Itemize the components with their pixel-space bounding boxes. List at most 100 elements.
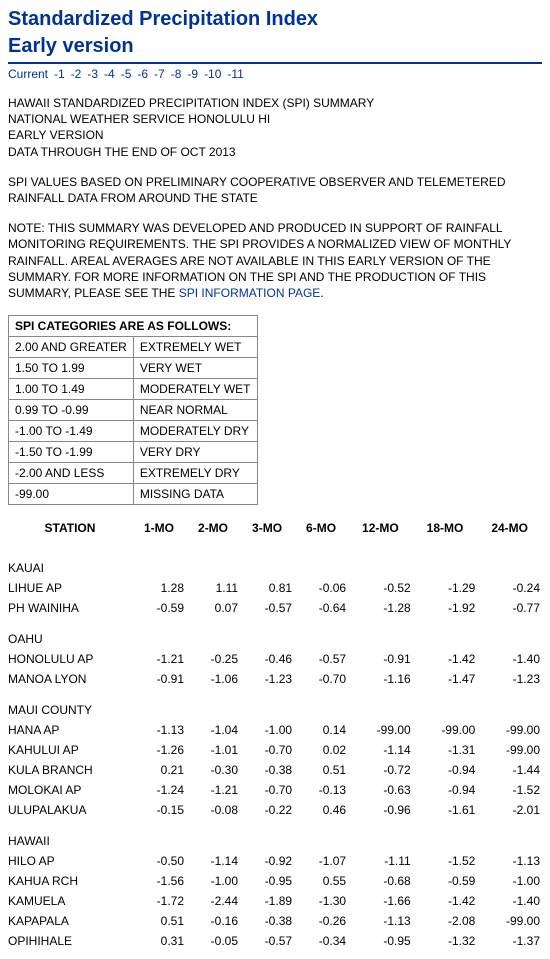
nav-link[interactable]: Current — [8, 67, 48, 81]
station-name: KAHUA RCH — [8, 871, 132, 891]
region-name: MAUI COUNTY — [8, 689, 542, 720]
station-name: HONOLULU AP — [8, 649, 132, 669]
spi-value: -1.92 — [413, 598, 478, 618]
header-line: EARLY VERSION — [8, 127, 542, 143]
spi-info-link[interactable]: SPI INFORMATION PAGE — [179, 286, 321, 300]
region-name: HAWAII — [8, 820, 542, 851]
station-name: PH WAINIHA — [8, 598, 132, 618]
nav-link[interactable]: -9 — [187, 67, 198, 81]
spi-value: -0.06 — [294, 578, 348, 598]
spi-value: -0.57 — [240, 598, 294, 618]
spi-value: -1.56 — [132, 871, 186, 891]
spi-value: -99.00 — [348, 720, 413, 740]
spi-value: -1.07 — [294, 851, 348, 871]
spi-value: -99.00 — [413, 720, 478, 740]
category-row: -1.50 TO -1.99VERY DRY — [9, 442, 258, 463]
nav-link[interactable]: -10 — [204, 67, 221, 81]
spi-value: -1.21 — [186, 780, 240, 800]
spi-value: -1.44 — [477, 760, 542, 780]
nav-link[interactable]: -6 — [137, 67, 148, 81]
spi-value: -1.42 — [413, 649, 478, 669]
data-column-header: 3-MO — [240, 517, 294, 547]
spi-value: -99.00 — [477, 720, 542, 740]
category-cell: -1.50 TO -1.99 — [9, 442, 134, 463]
station-row: HILO AP-0.50-1.14-0.92-1.07-1.11-1.52-1.… — [8, 851, 542, 871]
spi-value: 0.02 — [294, 740, 348, 760]
data-column-header: 18-MO — [413, 517, 478, 547]
category-row: 1.50 TO 1.99VERY WET — [9, 358, 258, 379]
station-name: KULA BRANCH — [8, 760, 132, 780]
spi-value: -0.59 — [413, 871, 478, 891]
category-cell: -1.00 TO -1.49 — [9, 421, 134, 442]
station-row: MOLOKAI AP-1.24-1.21-0.70-0.13-0.63-0.94… — [8, 780, 542, 800]
spi-value: -2.08 — [413, 911, 478, 931]
spi-value: -0.77 — [477, 598, 542, 618]
category-cell: -99.00 — [9, 484, 134, 505]
spi-value: -1.23 — [240, 669, 294, 689]
spi-value: -1.11 — [348, 851, 413, 871]
nav-link[interactable]: -7 — [154, 67, 165, 81]
category-cell: EXTREMELY WET — [133, 337, 257, 358]
category-cell: 1.00 TO 1.49 — [9, 379, 134, 400]
category-cell: -2.00 AND LESS — [9, 463, 134, 484]
spi-value: -1.52 — [477, 780, 542, 800]
spi-value: -0.94 — [413, 760, 478, 780]
spi-value: -2.01 — [477, 800, 542, 820]
note-block: NOTE: THIS SUMMARY WAS DEVELOPED AND PRO… — [8, 220, 542, 301]
spi-value: -1.72 — [132, 891, 186, 911]
spi-value: -0.05 — [186, 931, 240, 951]
nav-link[interactable]: -8 — [171, 67, 182, 81]
region-name: OAHU — [8, 618, 542, 649]
basis-note: SPI VALUES BASED ON PRELIMINARY COOPERAT… — [8, 174, 542, 206]
spi-value: 0.51 — [132, 911, 186, 931]
spi-value: -1.14 — [186, 851, 240, 871]
spi-value: -1.06 — [186, 669, 240, 689]
spi-value: -0.91 — [348, 649, 413, 669]
spi-value: -0.38 — [240, 760, 294, 780]
station-name: MANOA LYON — [8, 669, 132, 689]
station-row: KAHUA RCH-1.56-1.00-0.950.55-0.68-0.59-1… — [8, 871, 542, 891]
spi-value: -0.70 — [240, 740, 294, 760]
spi-value: -0.95 — [240, 871, 294, 891]
spi-value: -1.13 — [477, 851, 542, 871]
spi-value: -0.70 — [240, 780, 294, 800]
station-name: OPIHIHALE — [8, 931, 132, 951]
page-title-line1: Standardized Precipitation Index — [8, 8, 542, 33]
spi-value: -1.61 — [413, 800, 478, 820]
category-cell: 1.50 TO 1.99 — [9, 358, 134, 379]
station-row: KAHULUI AP-1.26-1.01-0.700.02-1.14-1.31-… — [8, 740, 542, 760]
region-row: KAUAI — [8, 547, 542, 578]
spi-value: -0.08 — [186, 800, 240, 820]
spi-value: -0.72 — [348, 760, 413, 780]
spi-value: -0.15 — [132, 800, 186, 820]
nav-link[interactable]: -2 — [71, 67, 82, 81]
nav-link[interactable]: -5 — [121, 67, 132, 81]
station-row: KULA BRANCH0.21-0.30-0.380.51-0.72-0.94-… — [8, 760, 542, 780]
nav-link[interactable]: -3 — [87, 67, 98, 81]
spi-value: -0.52 — [348, 578, 413, 598]
header-line: NATIONAL WEATHER SERVICE HONOLULU HI — [8, 111, 542, 127]
spi-value: 0.07 — [186, 598, 240, 618]
categories-header: SPI CATEGORIES ARE AS FOLLOWS: — [9, 316, 258, 337]
spi-value: 1.11 — [186, 578, 240, 598]
spi-value: -1.00 — [186, 871, 240, 891]
spi-value: -1.13 — [132, 720, 186, 740]
spi-value: -0.26 — [294, 911, 348, 931]
spi-value: -1.31 — [413, 740, 478, 760]
station-name: KAPAPALA — [8, 911, 132, 931]
spi-value: -1.26 — [132, 740, 186, 760]
spi-value: -0.30 — [186, 760, 240, 780]
spi-value: 0.51 — [294, 760, 348, 780]
page-title-line2: Early version — [8, 35, 542, 60]
header-line: DATA THROUGH THE END OF OCT 2013 — [8, 144, 542, 160]
basis-line: SPI VALUES BASED ON PRELIMINARY COOPERAT… — [8, 174, 542, 190]
month-nav: Current -1 -2 -3 -4 -5 -6 -7 -8 -9 -10 -11 — [8, 67, 542, 81]
station-row: ULUPALAKUA-0.15-0.08-0.220.46-0.96-1.61-… — [8, 800, 542, 820]
nav-link[interactable]: -4 — [104, 67, 115, 81]
spi-value: -1.42 — [413, 891, 478, 911]
spi-value: -1.47 — [413, 669, 478, 689]
spi-value: -0.57 — [240, 931, 294, 951]
nav-link[interactable]: -11 — [227, 67, 243, 81]
nav-link[interactable]: -1 — [54, 67, 65, 81]
header-line: HAWAII STANDARDIZED PRECIPITATION INDEX … — [8, 95, 542, 111]
